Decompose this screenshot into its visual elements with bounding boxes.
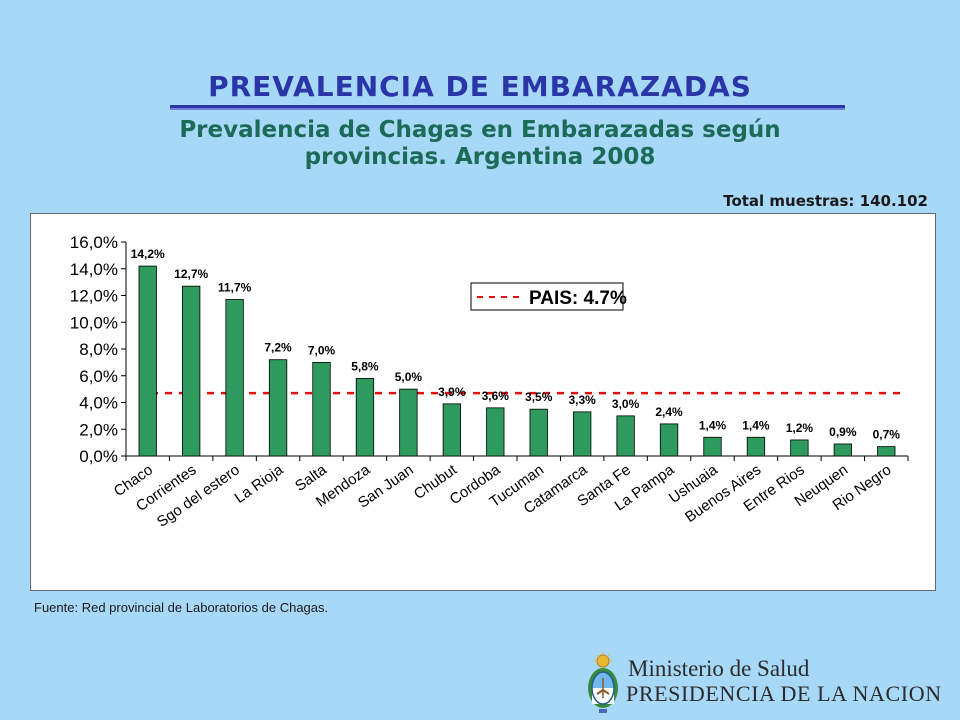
ministry-name: Ministerio de Salud	[628, 656, 810, 681]
total-samples-value: 140.102	[859, 192, 928, 210]
bar	[138, 265, 157, 457]
bar	[703, 436, 722, 457]
bar-value-label: 3,3%	[568, 393, 596, 407]
bar	[877, 446, 896, 457]
bar	[790, 439, 809, 457]
bar	[268, 359, 288, 457]
y-tick-label: 0,0%	[79, 447, 118, 466]
bar-value-label: 0,7%	[873, 428, 901, 442]
subtitle-line-1: Prevalencia de Chagas en Embarazadas seg…	[179, 117, 781, 143]
bar-value-label: 3,6%	[482, 389, 510, 403]
y-tick-label: 12,0%	[70, 287, 118, 306]
bar-value-label: 3,9%	[438, 385, 466, 399]
bar	[573, 411, 592, 457]
bar	[225, 299, 244, 457]
y-tick-label: 14,0%	[70, 260, 118, 279]
bar	[182, 285, 201, 457]
bar	[616, 415, 635, 457]
y-tick-label: 2,0%	[79, 420, 118, 439]
bar-value-label: 0,9%	[829, 425, 857, 439]
presidency-name: PRESIDENCIA DE LA NACION	[626, 681, 942, 706]
bar-value-label: 5,0%	[395, 370, 423, 384]
bar	[486, 407, 505, 457]
bar-value-label: 7,2%	[264, 341, 292, 355]
bar-value-label: 7,0%	[308, 343, 336, 357]
bar-value-label: 1,4%	[742, 418, 770, 432]
title-underline	[170, 105, 845, 108]
title-underline-shadow	[170, 108, 845, 110]
bar-value-label: 5,8%	[351, 359, 379, 373]
total-samples: Total muestras: 140.102	[723, 192, 928, 210]
y-tick-label: 8,0%	[79, 340, 118, 359]
bar	[833, 443, 852, 457]
bar-value-label: 12,7%	[174, 267, 208, 281]
y-tick-label: 6,0%	[79, 367, 118, 386]
chart-subtitle: Prevalencia de Chagas en Embarazadas seg…	[0, 117, 960, 171]
y-tick-label: 10,0%	[70, 313, 118, 332]
bar-value-label: 11,7%	[218, 281, 252, 295]
bar-chart: 0,0% 2,0% 4,0% 6,0% 8,0% 10,0% 12,0% 14,0% 16,0%…	[70, 233, 909, 531]
y-tick-label: 16,0%	[70, 233, 118, 252]
bar-value-label: 2,4%	[655, 405, 683, 419]
reference-legend-label: PAIS: 4.7%	[529, 288, 627, 309]
source-note: Fuente: Red provincial de Laboratorios d…	[34, 600, 329, 615]
bar	[355, 378, 375, 457]
bar-value-label: 1,2%	[786, 421, 814, 435]
bar-value-label: 14,2%	[131, 247, 165, 261]
bar	[399, 388, 418, 457]
argentina-coat-of-arms-icon	[588, 652, 618, 713]
bar-value-label: 3,0%	[612, 397, 640, 411]
bar-value-label: 1,4%	[699, 418, 727, 432]
y-tick-label: 4,0%	[79, 394, 118, 413]
category-label: La Rioja	[232, 461, 287, 507]
bar	[312, 361, 331, 457]
slide-title: PREVALENCIA DE EMBARAZADAS	[208, 70, 752, 103]
bar-value-label: 3,5%	[525, 390, 553, 404]
bar	[529, 408, 548, 457]
total-samples-label: Total muestras:	[723, 192, 855, 210]
subtitle-line-2: provincias. Argentina 2008	[304, 144, 656, 170]
bar	[442, 403, 461, 457]
bar	[746, 436, 766, 457]
chart-container: 0,0% 2,0% 4,0% 6,0% 8,0% 10,0% 12,0% 14,0% 16,0%…	[30, 213, 936, 591]
reference-legend-box	[470, 282, 624, 311]
bar	[659, 423, 679, 457]
